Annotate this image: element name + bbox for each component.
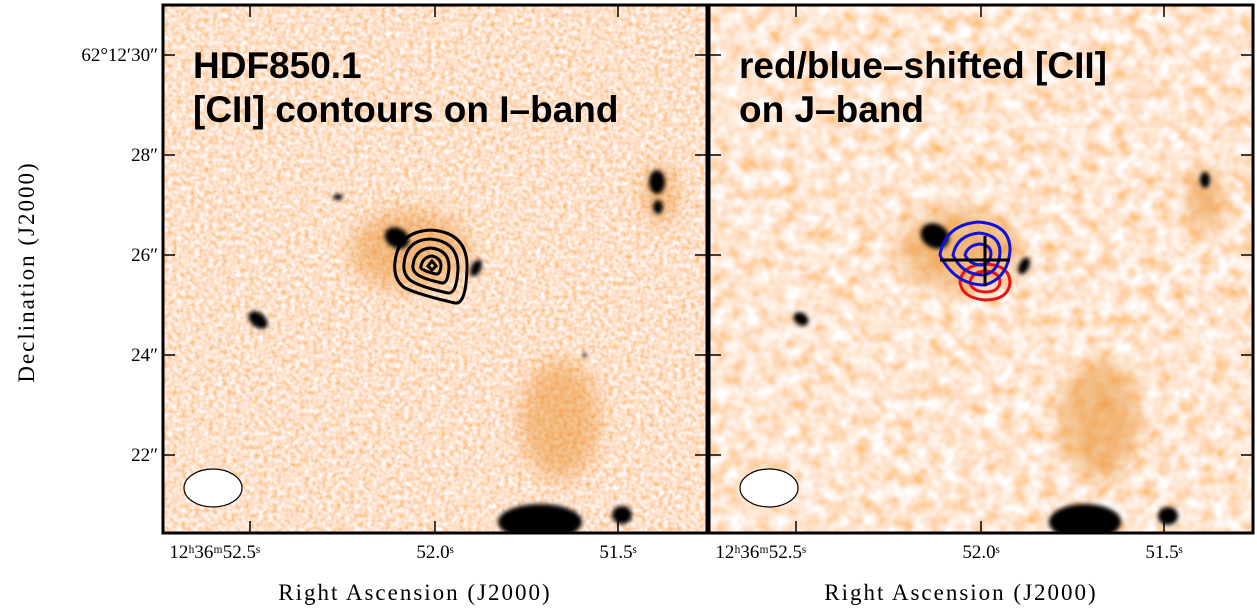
y-tick-label: 22″ <box>131 445 158 466</box>
y-tick-label: 62°12′30″ <box>81 45 158 66</box>
panel-title: [CII] contours on I–band <box>193 89 618 130</box>
x-axis-label: Right Ascension (J2000) <box>824 580 1097 605</box>
y-tick-label: 26″ <box>131 245 158 266</box>
panel-image <box>709 5 1253 533</box>
x-tick-label: 52.0ˢ <box>416 542 453 563</box>
y-axis-label: Declination (J2000) <box>14 161 39 382</box>
x-tick-label: 12ʰ36ᵐ52.5ˢ <box>169 542 260 563</box>
x-axis-label: Right Ascension (J2000) <box>278 580 551 605</box>
x-tick-label: 51.5ˢ <box>599 542 636 563</box>
panel-image <box>163 5 707 533</box>
panel-title: on J–band <box>739 89 924 130</box>
y-tick-label: 24″ <box>131 345 158 366</box>
panel-title: HDF850.1 <box>193 45 362 86</box>
panel-title: red/blue–shifted [CII] <box>739 45 1107 86</box>
x-tick-label: 51.5ˢ <box>1145 542 1182 563</box>
labels: 62°12′30″ 28″ 26″ 24″ 22″ Declination (J2000)… <box>14 5 1253 605</box>
x-tick-label: 12ʰ36ᵐ52.5ˢ <box>715 542 806 563</box>
x-tick-label: 52.0ˢ <box>962 542 999 563</box>
y-tick-label: 28″ <box>131 145 158 166</box>
